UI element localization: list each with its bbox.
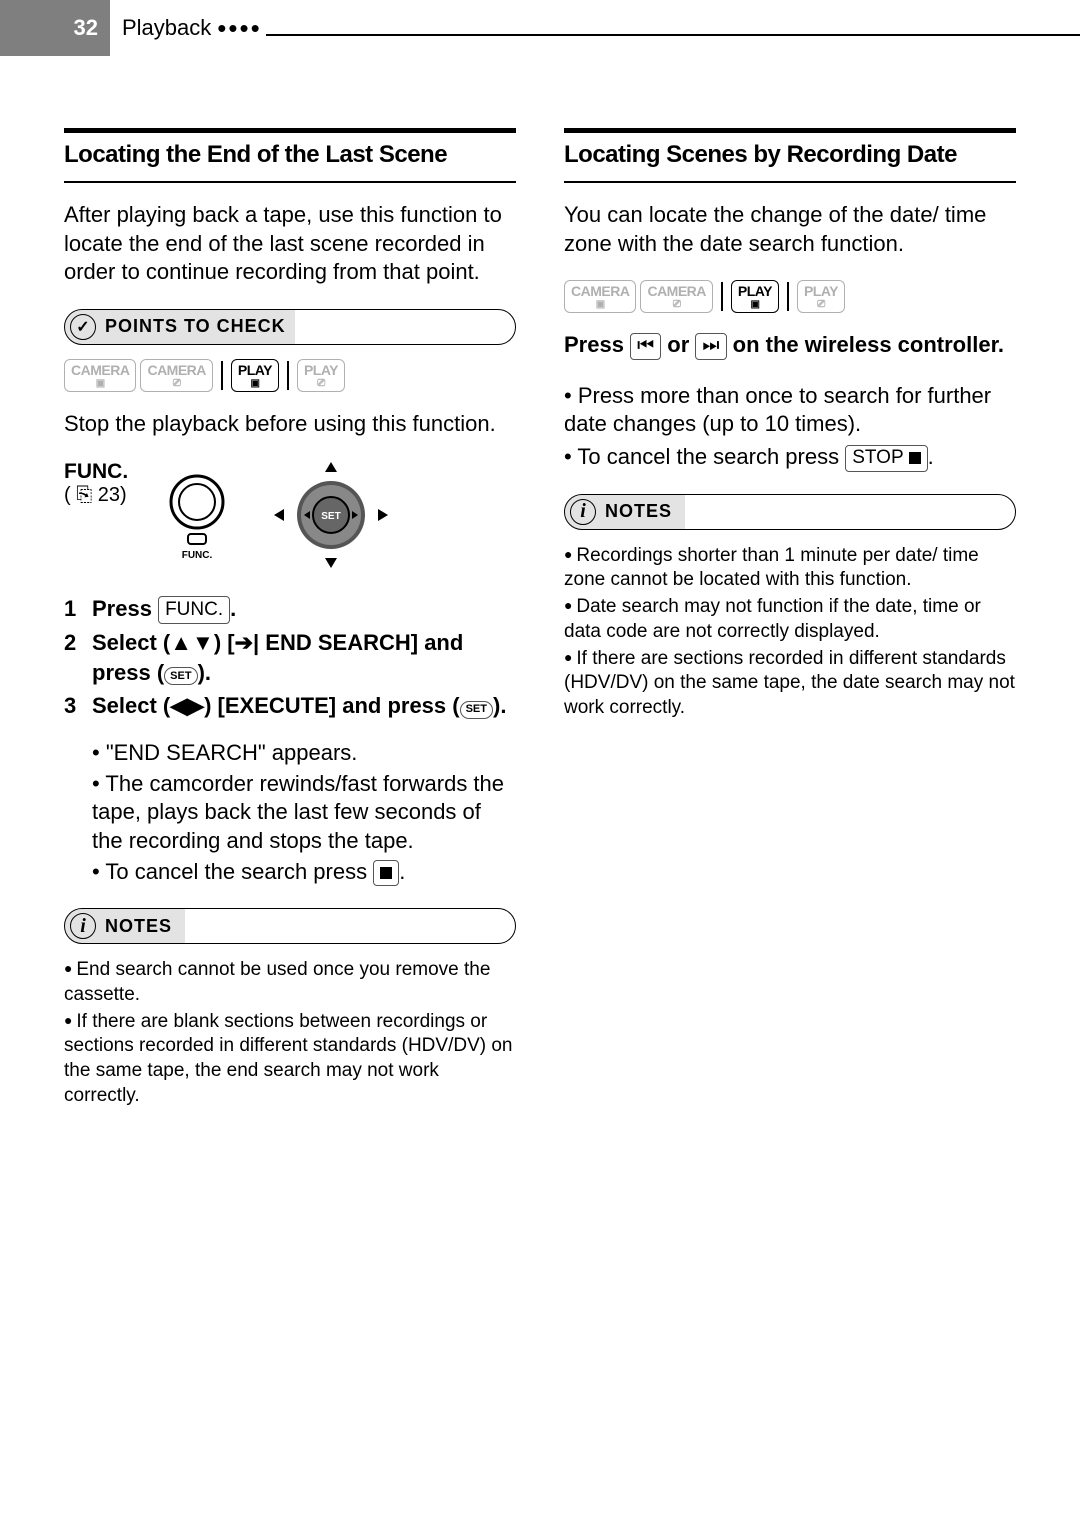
step-sub-1: • "END SEARCH" appears. <box>64 739 516 768</box>
func-block: FUNC. ( ⎘ 23) FUNC. SET <box>64 460 516 570</box>
func-button-label: FUNC. <box>158 596 230 624</box>
page-header: 32 Playback •••• <box>0 0 1080 56</box>
note: If there are sections recorded in differ… <box>564 647 1016 721</box>
note: End search cannot be used once you remov… <box>64 958 516 1007</box>
left-title: Locating the End of the Last Scene <box>64 141 516 169</box>
mode-camera-card: CAMERA⎚ <box>140 359 212 392</box>
rule <box>564 128 1016 133</box>
svg-text:SET: SET <box>321 511 340 522</box>
right-column: Locating Scenes by Recording Date You ca… <box>564 128 1016 1110</box>
func-label: FUNC. <box>64 460 128 484</box>
mode-row: CAMERA▣ CAMERA⎚ PLAY▣ PLAY⎚ <box>64 359 516 392</box>
info-icon: i <box>570 499 596 525</box>
stop-text: Stop the playback before using this func… <box>64 410 516 439</box>
joystick-icon: SET <box>266 460 396 570</box>
left-column: Locating the End of the Last Scene After… <box>64 128 516 1110</box>
step-3: Select (◀▶) [EXECUTE] and press (SET). <box>64 691 516 721</box>
set-icon: SET <box>460 701 493 719</box>
next-track-icon: ⏭ <box>695 333 726 360</box>
info-icon: i <box>70 913 96 939</box>
prev-track-icon: ⏮ <box>630 333 661 360</box>
mode-play-card: PLAY⎚ <box>797 280 845 313</box>
mode-play-tape: PLAY▣ <box>231 359 279 392</box>
notes-bar: i NOTES <box>64 908 516 944</box>
step-2: Select (▲▼) [➔| END SEARCH] and press (S… <box>64 628 516 687</box>
set-icon: SET <box>164 667 197 685</box>
header-rule <box>266 34 1080 36</box>
func-ref: ( ⎘ 23) <box>64 484 128 507</box>
note: Recordings shorter than 1 minute per dat… <box>564 544 1016 593</box>
mode-play-card: PLAY⎚ <box>297 359 345 392</box>
right-notes: Recordings shorter than 1 minute per dat… <box>564 544 1016 721</box>
notes-label: NOTES <box>605 501 672 522</box>
section-label: Playback <box>122 15 211 41</box>
func-dial-icon: FUNC. <box>152 460 242 560</box>
notes-label: NOTES <box>105 916 172 937</box>
rule <box>64 181 516 183</box>
note: If there are blank sections between reco… <box>64 1010 516 1109</box>
right-intro: You can locate the change of the date/ t… <box>564 201 1016 258</box>
mode-play-tape: PLAY▣ <box>731 280 779 313</box>
step-sub-3: • To cancel the search press . <box>64 858 516 887</box>
mode-camera-tape: CAMERA▣ <box>64 359 136 392</box>
right-bul2: • To cancel the search press STOP . <box>564 443 1016 472</box>
stop-icon <box>373 860 399 887</box>
mode-row: CAMERA▣ CAMERA⎚ PLAY▣ PLAY⎚ <box>564 280 1016 313</box>
right-title: Locating Scenes by Recording Date <box>564 141 1016 169</box>
mode-camera-tape: CAMERA▣ <box>564 280 636 313</box>
mode-camera-card: CAMERA⎚ <box>640 280 712 313</box>
stop-button-label: STOP <box>845 445 927 472</box>
points-to-check-bar: ✓ POINTS TO CHECK <box>64 309 516 345</box>
step-sub-2: • The camcorder rewinds/fast forwards th… <box>64 770 516 856</box>
header-dots: •••• <box>217 13 261 44</box>
rule <box>64 128 516 133</box>
left-notes: End search cannot be used once you remov… <box>64 958 516 1108</box>
right-bul1: • Press more than once to search for fur… <box>564 382 1016 439</box>
left-intro: After playing back a tape, use this func… <box>64 201 516 287</box>
rule <box>564 181 1016 183</box>
check-icon: ✓ <box>70 314 96 340</box>
press-instruction: Press ⏮ or ⏭ on the wireless controller. <box>564 331 1016 360</box>
step-1: Press FUNC.. <box>64 594 516 624</box>
note: Date search may not function if the date… <box>564 595 1016 644</box>
notes-bar: i NOTES <box>564 494 1016 530</box>
points-label: POINTS TO CHECK <box>105 316 286 337</box>
page-number: 32 <box>0 0 110 56</box>
svg-text:FUNC.: FUNC. <box>182 550 213 560</box>
steps-list: Press FUNC.. Select (▲▼) [➔| END SEARCH]… <box>64 594 516 721</box>
